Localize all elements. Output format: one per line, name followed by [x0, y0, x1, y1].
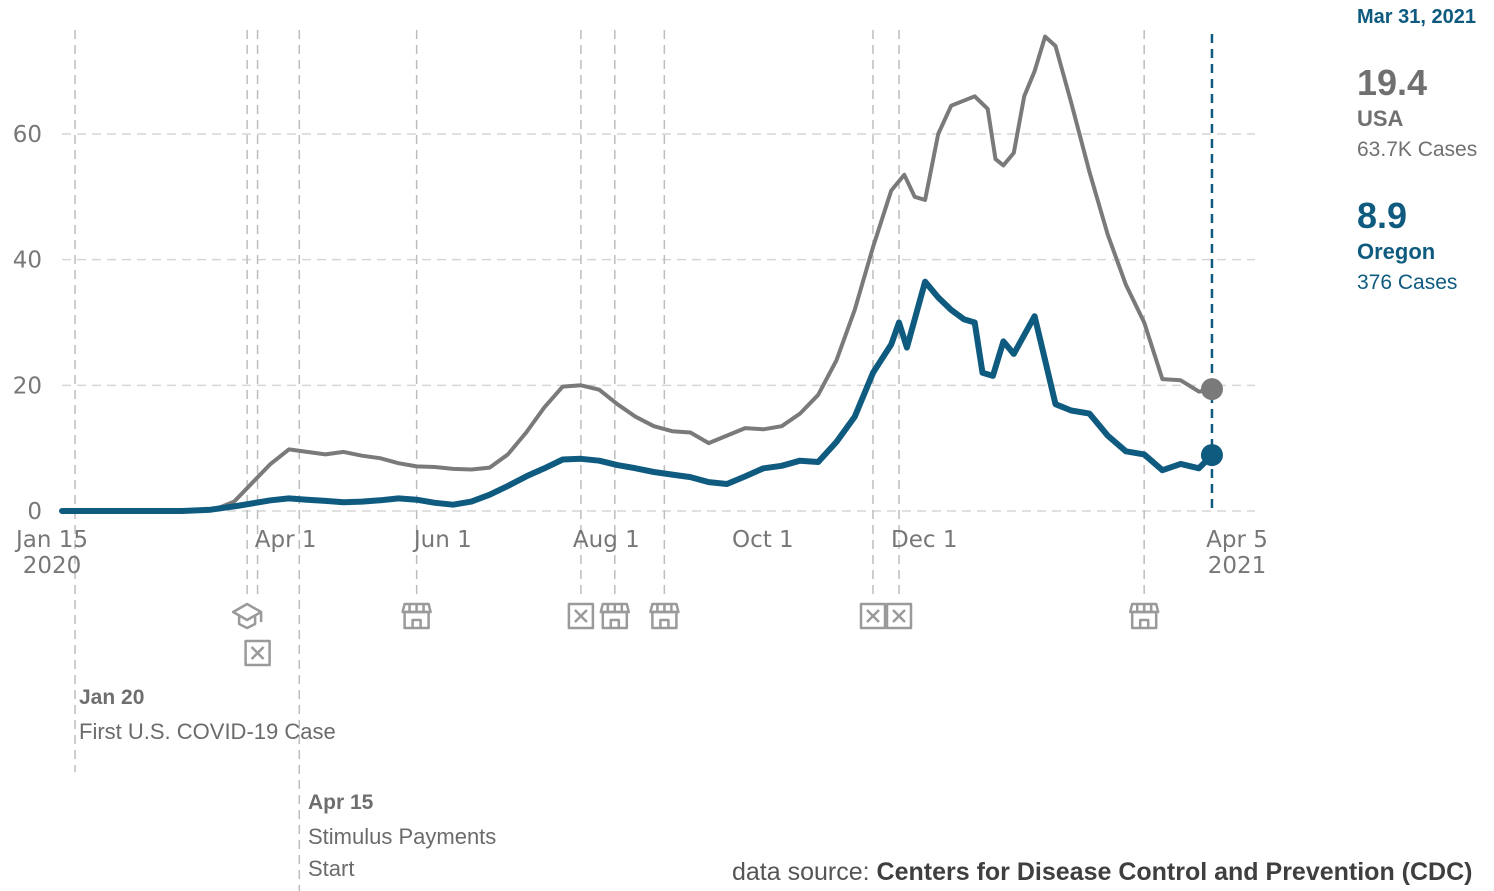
oregon-readout: 8.9 Oregon 376 Cases	[1357, 195, 1457, 295]
horizontal-gridlines	[62, 133, 1255, 512]
first-case-date: Jan 20	[79, 686, 145, 709]
x-tick-label: Jan 15	[14, 527, 88, 553]
x-tick-label: Jun 1	[412, 527, 472, 553]
storefront-icon	[1128, 602, 1160, 630]
oregon-cases: 376 Cases	[1357, 271, 1458, 294]
usa-label: USA	[1357, 106, 1404, 131]
stimulus-date: Apr 15	[308, 791, 374, 814]
data-source: data source: Centers for Disease Control…	[732, 858, 1472, 887]
usa-value: 19.4	[1357, 62, 1428, 103]
oregon-endpoint	[1200, 444, 1223, 467]
event-markers	[231, 602, 1160, 667]
y-tick-label: 40	[13, 248, 42, 274]
x-tick-label: Apr 5	[1206, 527, 1268, 553]
stimulus-annotation: Apr 15 Stimulus Payments Start	[308, 791, 496, 885]
graduation-cap-icon	[231, 602, 263, 630]
x-tick-year-label: 2020	[23, 553, 82, 579]
data-source-prefix: data source:	[732, 858, 870, 886]
x-tick-label: Oct 1	[732, 527, 794, 553]
y-tick-label: 60	[13, 122, 42, 148]
oregon-label: Oregon	[1357, 239, 1436, 264]
storefront-icon	[649, 602, 680, 630]
x-tick-label: Apr 1	[255, 527, 317, 553]
first-case-annotation: Jan 20 First U.S. COVID-19 Case	[79, 686, 336, 748]
stimulus-text-line2: Start	[308, 856, 355, 881]
x-tick-year-label: 2021	[1208, 553, 1267, 579]
series-lines	[59, 34, 1223, 514]
storefront-icon	[401, 602, 432, 630]
storefront-icon	[599, 602, 631, 630]
stimulus-text-line1: Stimulus Payments	[308, 824, 497, 849]
first-case-text: First U.S. COVID-19 Case	[79, 719, 336, 744]
x-tick-label: Aug 1	[573, 527, 640, 553]
usa-readout: 19.4 USA 63.7K Cases	[1357, 62, 1477, 162]
usa-endpoint	[1200, 378, 1223, 401]
usa-cases: 63.7K Cases	[1357, 138, 1478, 161]
oregon-value: 8.9	[1357, 195, 1408, 236]
x-tick-label: Dec 1	[891, 527, 957, 553]
y-axis-labels: 0 20 40 60	[13, 122, 42, 525]
crossed-box-icon	[567, 602, 595, 630]
event-lines	[74, 30, 1214, 891]
y-tick-label: 0	[27, 499, 42, 525]
oregon-series-line	[59, 278, 1215, 514]
crossed-box-icon	[244, 639, 271, 667]
usa-series-line	[60, 34, 1214, 513]
crossed-box-icon	[885, 602, 913, 630]
selected-date: Mar 31, 2021	[1357, 6, 1476, 28]
crossed-box-icon	[859, 602, 887, 630]
data-source-name: Centers for Disease Control and Preventi…	[876, 858, 1473, 886]
y-tick-label: 20	[13, 373, 42, 399]
